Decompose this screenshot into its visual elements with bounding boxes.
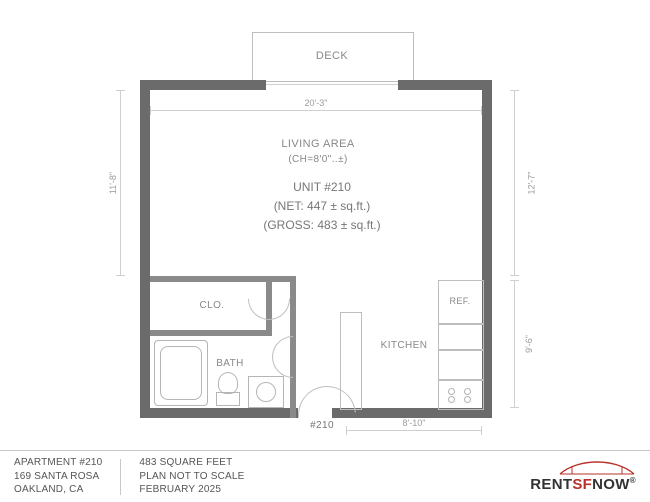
unit-title: UNIT #210 (232, 178, 412, 197)
brand-text: RENTSFNOW® (530, 476, 636, 493)
dim-right-lower (514, 280, 515, 408)
entry-label: #210 (302, 420, 342, 431)
dim-top-text: 20'-3" (305, 98, 328, 108)
footer-scale: PLAN NOT TO SCALE (139, 470, 244, 484)
footer-separator (120, 459, 121, 495)
brand-mid: SF (572, 476, 592, 493)
footer-sqft: 483 SQUARE FEET (139, 456, 244, 470)
wall-left (140, 80, 150, 418)
partition-clo-bath (150, 330, 272, 336)
footer-col-1: APARTMENT #210 169 SANTA ROSA OAKLAND, C… (14, 456, 102, 497)
kitchen-counter-1 (438, 324, 484, 350)
kitchen-counter-2 (438, 350, 484, 380)
kitchen-label: KITCHEN (376, 340, 432, 351)
unit-net: (NET: 447 ± sq.ft.) (232, 197, 412, 216)
wall-top-left (140, 80, 266, 90)
dim-right-upper (514, 90, 515, 276)
footer-date: FEBRUARY 2025 (139, 483, 244, 497)
ref-label: REF. (444, 296, 476, 306)
brand-post: NOW (592, 476, 630, 493)
burner-icon (446, 386, 474, 402)
brand-reg: ® (630, 476, 636, 485)
bathtub-inner (160, 346, 202, 400)
footer-city: OAKLAND, CA (14, 483, 102, 497)
wall-top-right (398, 80, 492, 90)
dim-bottom (346, 430, 482, 431)
toilet-tank (216, 392, 240, 406)
brand-pre: RENT (530, 476, 572, 493)
footer-apt: APARTMENT #210 (14, 456, 102, 470)
toilet-bowl (218, 372, 238, 394)
dim-left-text: 11'-8" (108, 172, 118, 194)
dim-top (150, 110, 482, 111)
footer: APARTMENT #210 169 SANTA ROSA OAKLAND, C… (0, 450, 650, 502)
unit-gross: (GROSS: 483 ± sq.ft.) (232, 216, 412, 235)
dim-bottom-text: 8'-10" (403, 418, 426, 428)
dim-right-upper-text: 12'-7" (526, 172, 536, 195)
floorplan-stage: DECK 20'-3" REF. LIVING AR (0, 0, 650, 502)
dim-left (120, 90, 121, 276)
footer-col-2: 483 SQUARE FEET PLAN NOT TO SCALE FEBRUA… (139, 456, 244, 497)
bath-label: BATH (210, 358, 250, 369)
bridge-icon (558, 460, 636, 476)
brand-logo: RENTSFNOW® (530, 460, 636, 493)
unit-info: UNIT #210 (NET: 447 ± sq.ft.) (GROSS: 48… (232, 178, 412, 236)
deck-threshold (266, 84, 398, 85)
living-label: LIVING AREA (268, 138, 368, 150)
bath-sink (256, 382, 276, 402)
wall-bottom-left (140, 408, 298, 418)
footer-address: 169 SANTA ROSA (14, 470, 102, 484)
deck-label: DECK (300, 50, 364, 62)
dim-right-lower-text: 9'-6" (524, 335, 534, 353)
closet-label: CLO. (192, 300, 232, 311)
living-ch-label: (CH=8'0"..±) (276, 154, 360, 165)
